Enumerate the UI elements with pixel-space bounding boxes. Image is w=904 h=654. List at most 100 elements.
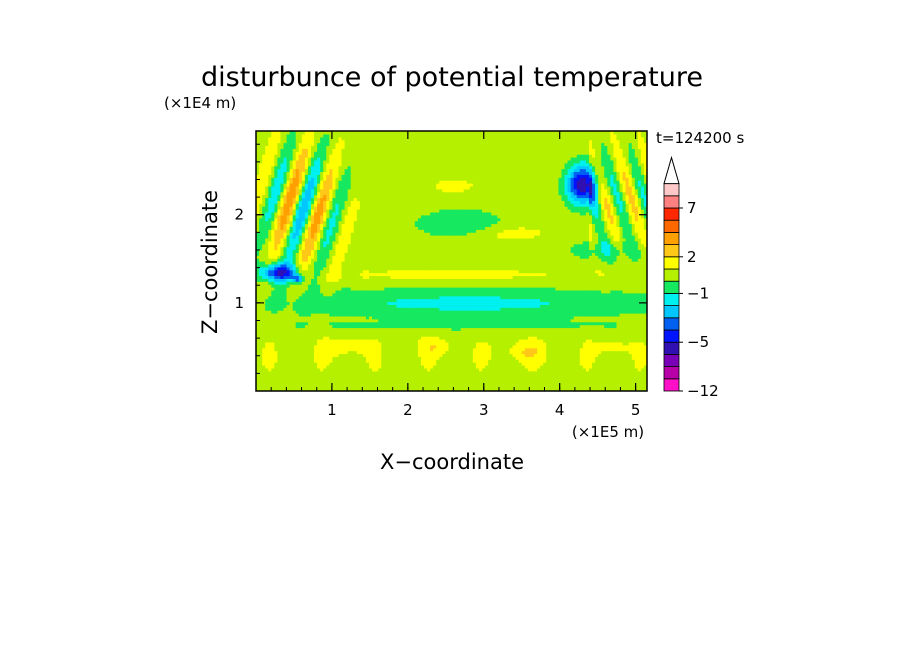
contour-cell xyxy=(304,336,309,340)
contour-cell xyxy=(530,376,535,381)
contour-cell xyxy=(411,330,416,334)
contour-cell xyxy=(579,376,584,381)
contour-cell xyxy=(393,379,398,383)
contour-cell xyxy=(372,385,376,389)
contour-cell xyxy=(460,373,465,378)
contour-cell xyxy=(509,353,514,357)
contour-cell xyxy=(335,347,340,352)
contour-cell xyxy=(256,367,260,372)
contour-cell xyxy=(634,324,639,329)
contour-cell xyxy=(561,298,566,303)
contour-cell xyxy=(445,379,450,383)
contour-cell xyxy=(610,281,614,285)
contour-cell xyxy=(289,298,294,303)
contour-cell xyxy=(292,289,297,294)
contour-cell xyxy=(301,298,306,303)
contour-cell xyxy=(292,310,297,314)
contour-cell xyxy=(601,359,605,363)
contour-cell xyxy=(533,365,538,369)
contour-cell xyxy=(347,341,352,346)
contour-cell xyxy=(408,313,413,317)
contour-cell xyxy=(341,287,346,291)
contour-cell xyxy=(598,289,602,294)
contour-cell xyxy=(500,281,505,285)
contour-cell xyxy=(359,310,364,314)
contour-cell xyxy=(314,278,318,282)
contour-cell xyxy=(307,362,312,366)
contour-cell xyxy=(540,330,544,334)
contour-cell xyxy=(402,350,407,355)
contour-cell xyxy=(625,385,630,389)
contour-cell xyxy=(417,336,422,340)
contour-cell xyxy=(521,327,526,331)
contour-cell xyxy=(323,356,327,360)
contour-cell xyxy=(329,376,333,381)
contour-cell xyxy=(478,362,483,366)
contour-cell xyxy=(433,330,437,334)
contour-cell xyxy=(466,292,471,297)
contour-cell xyxy=(439,295,443,300)
contour-cell xyxy=(417,313,422,317)
contour-cell xyxy=(402,347,407,352)
contour-cell xyxy=(491,307,495,311)
contour-cell xyxy=(610,333,614,337)
contour-cell xyxy=(570,318,575,323)
contour-cell xyxy=(433,336,437,340)
contour-cell xyxy=(332,359,337,363)
contour-cell xyxy=(335,370,340,375)
contour-cell xyxy=(381,379,385,383)
contour-cell xyxy=(604,353,608,357)
contour-cell xyxy=(417,373,422,378)
contour-cell xyxy=(488,379,492,383)
contour-cell xyxy=(307,278,312,282)
contour-cell xyxy=(268,350,272,355)
contour-cell xyxy=(262,287,266,291)
contour-cell xyxy=(552,379,556,383)
contour-cell xyxy=(506,356,511,360)
contour-cell xyxy=(579,336,584,340)
contour-cell xyxy=(338,339,343,343)
contour-cell xyxy=(390,370,395,375)
contour-cell xyxy=(601,373,605,378)
contour-cell xyxy=(286,298,291,303)
contour-cell xyxy=(420,284,425,288)
contour-cell xyxy=(482,362,486,366)
contour-cell xyxy=(445,278,450,282)
contour-cell xyxy=(436,376,440,381)
contour-cell xyxy=(338,304,343,308)
contour-cell xyxy=(396,359,401,363)
contour-cell xyxy=(268,344,272,349)
contour-cell xyxy=(347,307,352,311)
contour-cell xyxy=(524,298,529,303)
contour-cell xyxy=(289,376,294,381)
contour-cell xyxy=(552,350,556,355)
contour-cell xyxy=(631,301,636,305)
contour-cell xyxy=(555,321,560,326)
contour-cell xyxy=(512,347,517,352)
contour-cell xyxy=(326,284,330,288)
contour-cell xyxy=(268,321,272,326)
contour-cell xyxy=(402,341,407,346)
contour-cell xyxy=(393,373,398,378)
contour-cell xyxy=(399,353,404,357)
contour-cell xyxy=(546,367,550,372)
contour-cell xyxy=(497,284,501,288)
contour-cell xyxy=(356,356,361,360)
contour-cell xyxy=(625,307,630,311)
contour-cell xyxy=(323,313,327,317)
contour-cell xyxy=(268,373,272,378)
contour-cell xyxy=(457,298,462,303)
contour-cell xyxy=(527,367,532,372)
contour-cell xyxy=(381,292,385,297)
contour-cell xyxy=(396,289,401,294)
contour-cell xyxy=(320,330,324,334)
contour-cell xyxy=(622,310,627,314)
contour-cell xyxy=(436,321,440,326)
contour-cell xyxy=(573,301,578,305)
contour-cell xyxy=(301,321,306,326)
contour-cell xyxy=(631,370,636,375)
contour-cell xyxy=(310,347,315,352)
contour-cell xyxy=(335,278,340,282)
contour-cell xyxy=(537,318,541,323)
contour-cell xyxy=(417,315,422,320)
